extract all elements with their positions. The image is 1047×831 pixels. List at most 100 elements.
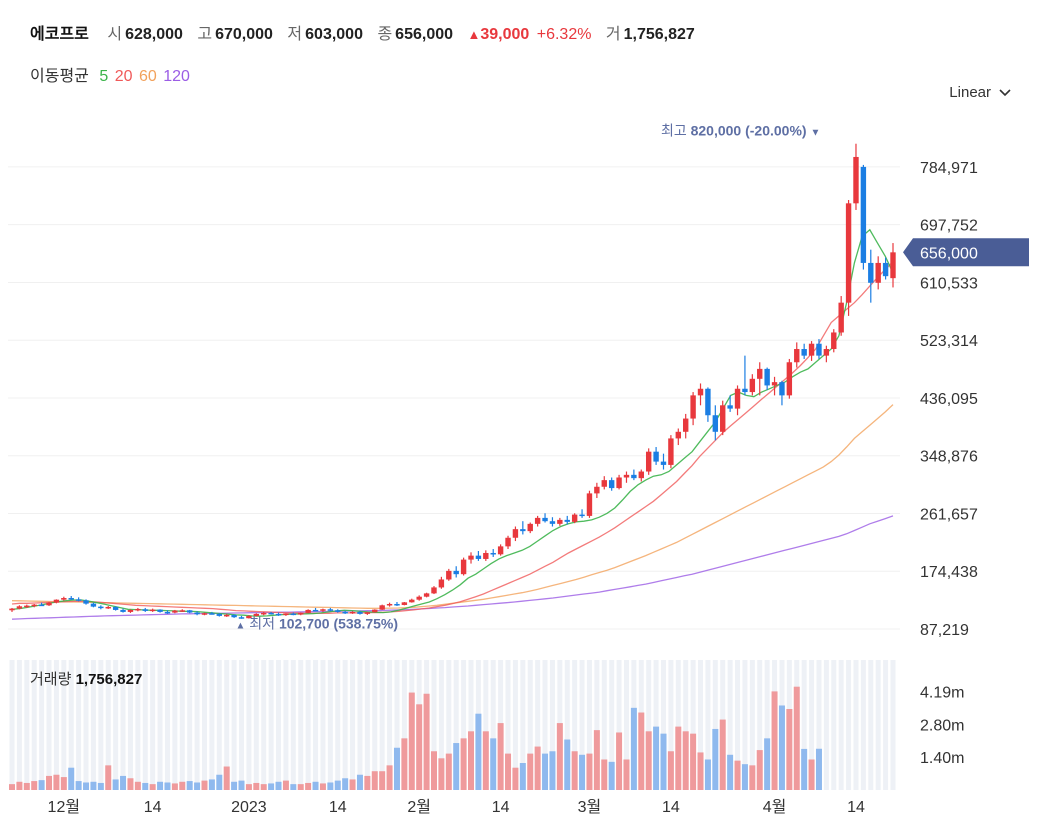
candle-body [527,523,533,532]
candle-body [246,615,252,619]
volume-bg-bar [357,660,363,790]
candle-body [497,546,504,555]
volume-bg-bar [24,660,30,790]
candle-body [653,451,659,462]
candle-body [386,603,393,606]
volume-bar [245,784,252,790]
volume-bar [786,709,793,790]
down-triangle-icon: ▼ [810,128,820,139]
volume-bar [764,738,771,790]
volume-bar [305,782,312,790]
volume-bg-bar [342,660,348,790]
candle-body [268,612,274,615]
volume-bg-bar [512,660,518,790]
candle-body [645,451,652,472]
volume-bar [253,782,260,790]
candle-body [423,593,430,597]
candle-body [594,486,600,494]
candle-body [372,609,378,613]
ma20-legend[interactable]: 20 [114,68,133,85]
candle-body [868,262,874,283]
volume-bar [282,780,289,790]
ma5-legend[interactable]: 5 [99,68,109,85]
candle-body [438,579,445,588]
candle-body [608,480,615,489]
volume-bg-bar [320,660,326,790]
volume-bar [290,784,297,790]
candle-body [90,603,97,607]
volume-bg-bar [298,660,304,790]
current-price-tag: 656,000 [903,238,1029,267]
date-tick-label: 14 [847,799,865,816]
volume-bg-bar [809,660,815,790]
candle-body [379,605,385,610]
volume-bg-bar [253,660,259,790]
volume-bg-bar [431,660,437,790]
candle-body [468,555,474,560]
volume-bg-bar [372,660,378,790]
candle-body [801,349,807,356]
candle-body [327,609,334,611]
candle-body [305,609,311,613]
candle-body [749,378,756,393]
close-value: 656,000 [395,26,454,43]
candle-body [660,461,667,465]
volume-bar [112,779,119,790]
volume-bar [556,723,563,790]
volume-bg-bar [305,660,311,790]
scale-dropdown[interactable]: Linear [949,84,1011,101]
moving-average-lines [11,228,894,620]
candle-body [431,587,437,594]
volume-bar [134,781,141,790]
candle-body [68,598,74,600]
volume-bar [719,719,726,790]
volume-bar [445,753,452,790]
volume-bg-bar [483,660,489,790]
volume-bar [223,766,230,790]
volume-bg-bar [9,660,15,790]
candle-body [105,606,111,609]
current-price-label: 656,000 [920,245,978,262]
volume-bg-bar [261,660,267,790]
volume-panel-value: 1,756,827 [75,671,143,688]
price-tick-label: 87,219 [920,622,969,639]
candle-body [712,415,719,432]
candle-body [794,349,800,363]
volume-bar [497,723,504,790]
volume-bg-bar [239,660,245,790]
volume-bg-bar [135,660,141,790]
volume-bg-bar [364,660,370,790]
ma120-legend[interactable]: 120 [163,68,190,85]
candle-body [890,252,896,279]
candle-body [579,514,585,517]
change-percent: +6.32% [536,26,592,43]
volume-bar [519,763,526,790]
candle-body [164,611,171,614]
ma60-legend[interactable]: 60 [138,68,157,85]
candle-body [31,604,37,607]
date-tick-label: 4월 [763,798,787,816]
candle-body [631,474,637,479]
volume-bg-bar [653,660,659,790]
volume-bg-bar [387,660,393,790]
candle-body [460,559,467,575]
volume-bg-bar [601,660,607,790]
volume-bg-bar [831,660,837,790]
volume-bar [749,765,756,790]
volume-bar [638,712,645,790]
volume-bar [90,781,97,790]
volume-bar [393,747,400,790]
volume-bg-bar [572,660,578,790]
volume-bg-bar [276,660,282,790]
volume-bg-bar [468,660,474,790]
candle-body [683,418,689,432]
volume-bar [482,731,489,790]
volume-bar [712,728,719,790]
volume-bar [438,758,445,790]
volume-bg-bar [868,660,874,790]
volume-bg-bar [120,660,126,790]
volume-bar [727,754,734,790]
volume-bg-bar [53,660,59,790]
candle-body [179,610,185,612]
